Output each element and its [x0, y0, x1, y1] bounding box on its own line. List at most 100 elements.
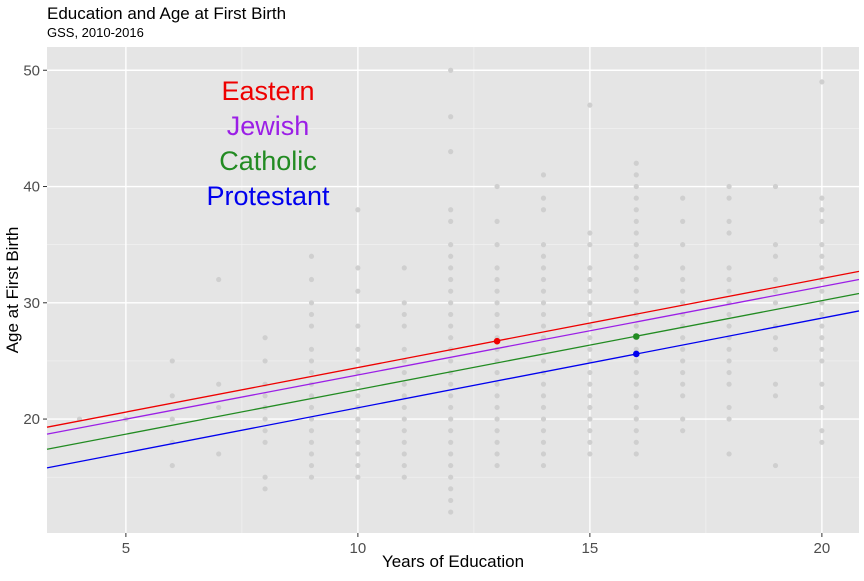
y-tick-label: 20 — [23, 411, 40, 428]
scatter-point — [587, 230, 593, 236]
scatter-point — [262, 486, 268, 492]
scatter-point — [587, 369, 593, 376]
scatter-point — [401, 439, 407, 445]
scatter-point — [308, 428, 315, 434]
scatter-point — [262, 393, 268, 399]
scatter-point — [448, 323, 454, 329]
scatter-point — [587, 346, 593, 352]
scatter-point — [633, 369, 639, 376]
y-axis-ticks: 20 30 40 50 — [23, 62, 47, 428]
scatter-point — [540, 462, 547, 469]
scatter-point — [680, 416, 686, 422]
scatter-point — [540, 393, 547, 399]
scatter-point — [494, 311, 500, 318]
scatter-point — [540, 439, 547, 445]
scatter-point — [448, 509, 454, 515]
scatter-point — [726, 451, 732, 457]
scatter-point — [448, 335, 454, 341]
scatter-point — [169, 462, 175, 469]
scatter-point — [819, 207, 825, 213]
scatter-point — [308, 369, 315, 376]
scatter-point — [819, 311, 825, 318]
scatter-point — [772, 253, 779, 259]
scatter-point — [448, 300, 454, 306]
scatter-point — [540, 311, 547, 318]
scatter-point — [680, 358, 686, 364]
scatter-point — [633, 242, 639, 248]
scatter-point — [680, 381, 686, 387]
scatter-point — [308, 358, 315, 364]
scatter-point — [633, 230, 639, 236]
scatter-point — [680, 288, 686, 294]
scatter-point — [726, 265, 732, 271]
scatter-point — [355, 288, 361, 294]
scatter-point — [772, 288, 779, 294]
chart-subtitle: GSS, 2010-2016 — [47, 25, 144, 40]
scatter-point — [494, 323, 500, 329]
scatter-point — [308, 311, 315, 318]
scatter-point — [448, 462, 454, 469]
legend-label-eastern: Eastern — [221, 76, 314, 106]
y-tick-label: 50 — [23, 62, 40, 79]
scatter-point — [819, 195, 825, 201]
legend-label-catholic: Catholic — [219, 146, 317, 176]
scatter-point — [448, 265, 454, 271]
scatter-point — [726, 230, 732, 236]
scatter-point — [819, 346, 825, 352]
scatter-point — [448, 474, 454, 480]
x-tick-label: 20 — [814, 540, 831, 557]
scatter-point — [355, 369, 361, 376]
scatter-point — [401, 428, 407, 434]
scatter-point — [540, 451, 547, 457]
scatter-point — [448, 486, 454, 492]
scatter-point — [355, 428, 361, 434]
y-axis-label: Age at First Birth — [3, 227, 22, 354]
x-tick-label: 5 — [122, 540, 130, 557]
scatter-point — [308, 393, 315, 399]
scatter-point — [633, 218, 639, 225]
scatter-point — [216, 404, 222, 411]
scatter-point — [587, 300, 593, 306]
scatter-point — [726, 288, 732, 294]
series-line-protestant — [46, 310, 860, 469]
scatter-point — [633, 183, 639, 190]
scatter-point — [587, 439, 593, 445]
scatter-point — [726, 276, 732, 283]
scatter-point — [540, 428, 547, 434]
scatter-point — [401, 346, 407, 352]
scatter-point — [448, 381, 454, 387]
scatter-point — [633, 451, 639, 457]
series-marker-catholic — [632, 333, 640, 340]
scatter-point — [355, 439, 361, 445]
scatter-point — [448, 404, 454, 411]
legend: Eastern Jewish Catholic Protestant — [206, 76, 330, 211]
scatter-point — [401, 311, 407, 318]
scatter-point — [494, 242, 500, 248]
series-line-jewish — [46, 278, 860, 435]
scatter-point — [772, 462, 779, 469]
scatter-point — [540, 381, 547, 387]
scatter-point — [633, 358, 639, 364]
scatter-point — [262, 335, 268, 341]
scatter-point — [680, 428, 686, 434]
scatter-point — [540, 346, 547, 352]
scatter-point — [308, 404, 315, 411]
scatter-point — [448, 242, 454, 248]
scatter-point — [308, 416, 315, 422]
scatter-point — [262, 416, 268, 422]
scatter-point — [819, 242, 825, 248]
scatter-point — [726, 323, 732, 329]
scatter-point — [216, 276, 222, 283]
scatter-point — [494, 381, 500, 387]
scatter-point — [355, 462, 361, 469]
scatter-point — [401, 474, 407, 480]
scatter-point — [448, 67, 454, 73]
scatter-point — [308, 462, 315, 469]
scatter-point — [772, 381, 779, 387]
scatter-point — [401, 451, 407, 457]
scatter-point — [540, 358, 547, 364]
scatter-point — [633, 439, 639, 445]
scatter-point — [401, 416, 407, 422]
y-tick-label: 30 — [23, 295, 40, 312]
